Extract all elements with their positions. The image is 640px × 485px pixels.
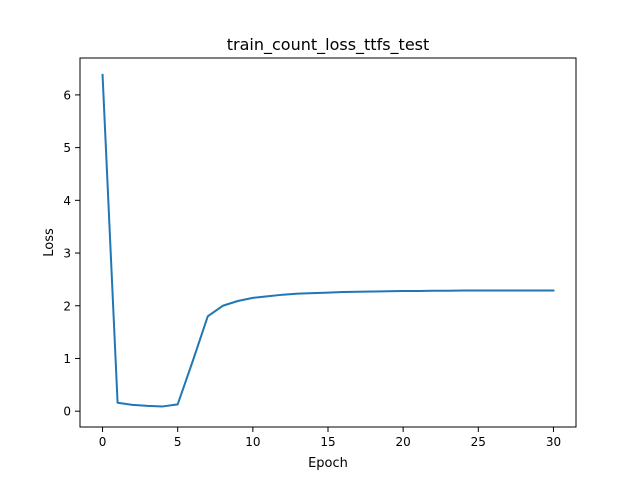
y-tick-label: 6 [63, 88, 71, 102]
y-axis-label: Loss [42, 228, 57, 257]
x-tick-label: 20 [396, 435, 411, 449]
y-tick-label: 5 [63, 141, 71, 155]
x-tick-label: 30 [546, 435, 561, 449]
x-axis: 0 5 10 15 20 25 30 [99, 427, 561, 449]
y-tick-label: 3 [63, 247, 71, 261]
x-axis-label: Epoch [308, 456, 348, 471]
x-tick-label: 15 [320, 435, 335, 449]
y-tick-label: 4 [63, 194, 71, 208]
y-tick-label: 0 [63, 405, 71, 419]
x-tick-label: 25 [471, 435, 486, 449]
y-tick-label: 1 [63, 352, 71, 366]
y-tick-label: 2 [63, 299, 71, 313]
x-tick-label: 10 [245, 435, 260, 449]
series-layer [101, 73, 555, 408]
loss-series-line [101, 73, 555, 408]
chart-title: train_count_loss_ttfs_test [227, 35, 430, 55]
x-tick-label: 5 [174, 435, 182, 449]
y-axis: 0 1 2 3 4 5 6 [63, 88, 80, 419]
x-tick-label: 0 [99, 435, 107, 449]
